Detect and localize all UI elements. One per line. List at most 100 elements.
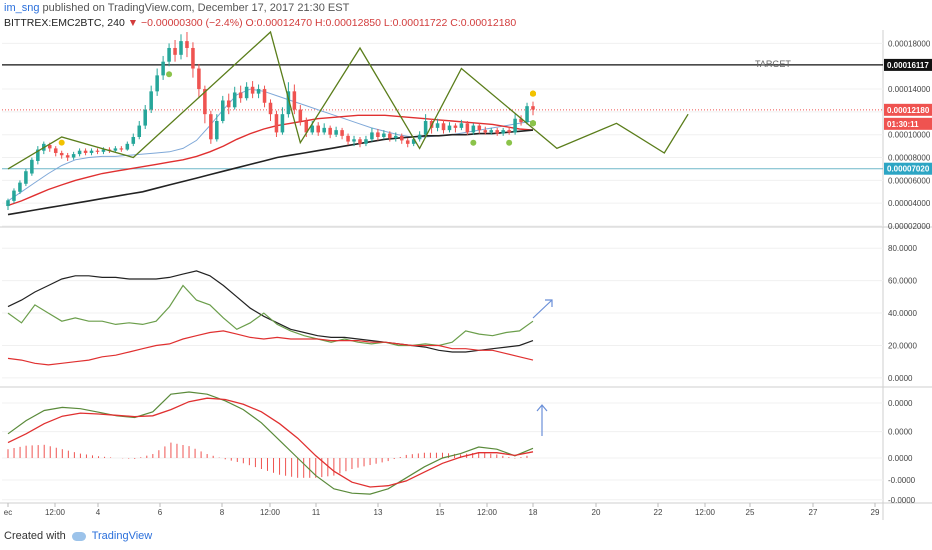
- candle-body: [340, 130, 344, 136]
- candle-body: [388, 133, 392, 139]
- candle-body: [101, 149, 106, 152]
- candle-body: [113, 148, 118, 151]
- time-tick-label: 22: [654, 508, 663, 517]
- symbol-legend: BITTREX:EMC2BTC, 240 ▼ −0.00000300 (−2.4…: [4, 17, 516, 29]
- candle-body: [399, 135, 404, 141]
- price-tick-label: 0.00008000: [888, 154, 931, 163]
- ind1-tick-label: 80.0000: [888, 244, 917, 253]
- candle-body: [435, 123, 440, 128]
- ind2-tick-label: 0.0000: [888, 399, 913, 408]
- candle-body: [376, 132, 380, 137]
- candle-body: [531, 106, 535, 110]
- candle-body: [89, 150, 94, 153]
- price-tick-label: 0.00002000: [888, 222, 931, 231]
- candle-body: [244, 86, 249, 99]
- fractal-up-dot: [530, 90, 536, 97]
- candle-body: [346, 135, 350, 142]
- fractal-up-dot: [58, 139, 65, 146]
- time-tick-label: 8: [220, 508, 225, 517]
- candle-body: [352, 139, 356, 142]
- candle-body: [274, 114, 279, 133]
- time-tick-label: 4: [96, 508, 101, 517]
- candle-body: [268, 102, 273, 115]
- tradingview-brand-link[interactable]: TradingView: [91, 530, 153, 542]
- candle-body: [310, 125, 315, 133]
- arrow-head-icon: [536, 404, 548, 412]
- candle-body: [65, 155, 70, 158]
- candle-body: [250, 86, 255, 94]
- adx-line: [7, 270, 534, 353]
- candle-body: [507, 130, 511, 133]
- arrow-head-icon: [545, 299, 553, 307]
- candle-body: [262, 89, 267, 103]
- time-tick-label: 29: [871, 508, 880, 517]
- candle-body: [256, 89, 261, 94]
- candle-body: [161, 61, 165, 76]
- tradingview-logo-icon: [71, 531, 86, 541]
- price-tick-label: 0.00006000: [888, 176, 931, 185]
- arrow-up-right-icon: [532, 299, 553, 319]
- ind1-tick-label: 0.0000: [888, 374, 913, 383]
- zigzag-line: [7, 30, 689, 170]
- time-tick-label: 27: [809, 508, 818, 517]
- signal-line: [7, 397, 534, 488]
- candle-body: [12, 190, 16, 201]
- candle-body: [155, 75, 159, 92]
- candle-body: [489, 130, 494, 133]
- candle-body: [459, 123, 464, 128]
- time-tick-label: 18: [529, 508, 538, 517]
- candle-body: [358, 139, 362, 144]
- ind1-tick-label: 20.0000: [888, 341, 917, 350]
- candle-body: [465, 123, 470, 133]
- candle-body: [322, 127, 326, 133]
- candle-body: [232, 92, 237, 108]
- author-link[interactable]: im_sng: [4, 2, 40, 14]
- footer: Created with TradingView: [4, 530, 152, 542]
- candle-body: [370, 132, 374, 140]
- ma-mid-line: [7, 114, 534, 207]
- candle-body: [143, 109, 147, 126]
- ind1-tick-label: 60.0000: [888, 277, 917, 286]
- ma-slow-line: [7, 129, 534, 216]
- ind2-tick-label: -0.0000: [888, 476, 916, 485]
- fractal-down-dot: [166, 71, 173, 78]
- price-tick-label: 0.00010000: [888, 131, 931, 140]
- target-price-tag-text: 0.00016117: [887, 61, 929, 70]
- candle-body: [36, 149, 40, 161]
- candle-body: [441, 123, 446, 131]
- candle-body: [30, 159, 34, 174]
- candle-body: [471, 125, 476, 133]
- countdown-tag: [884, 117, 932, 130]
- candle-body: [125, 143, 130, 150]
- candle-body: [83, 150, 88, 153]
- countdown-tag-text: 01:30:11: [887, 120, 919, 129]
- publish-info: published on TradingView.com, December 1…: [42, 2, 350, 14]
- time-tick-label: ec: [4, 508, 12, 517]
- candle-body: [167, 47, 171, 62]
- target-price-tag: [884, 58, 932, 71]
- time-tick-label: 13: [374, 508, 383, 517]
- candle-body: [382, 133, 386, 137]
- candle-body: [221, 100, 225, 122]
- candle-body: [131, 136, 136, 144]
- candle-body: [77, 150, 82, 155]
- candle-body: [334, 130, 338, 135]
- candle-body: [203, 89, 207, 115]
- candle-body: [71, 154, 76, 158]
- candle-body: [394, 135, 398, 139]
- last-price-tag: [884, 103, 932, 116]
- candle-body: [18, 182, 22, 192]
- ind2-tick-label: 0.0000: [888, 428, 913, 437]
- candle-body: [226, 100, 231, 108]
- candle-body: [447, 125, 452, 131]
- candle-body: [417, 134, 422, 140]
- fractal-down-dot: [470, 139, 477, 146]
- candle-body: [525, 106, 529, 123]
- symbol-name[interactable]: BITTREX:EMC2BTC, 240: [4, 17, 125, 29]
- candle-body: [453, 125, 458, 128]
- candle-body: [477, 125, 482, 131]
- candle-body: [328, 127, 332, 135]
- di-plus-line: [7, 284, 534, 347]
- time-tick-label: 20: [592, 508, 601, 517]
